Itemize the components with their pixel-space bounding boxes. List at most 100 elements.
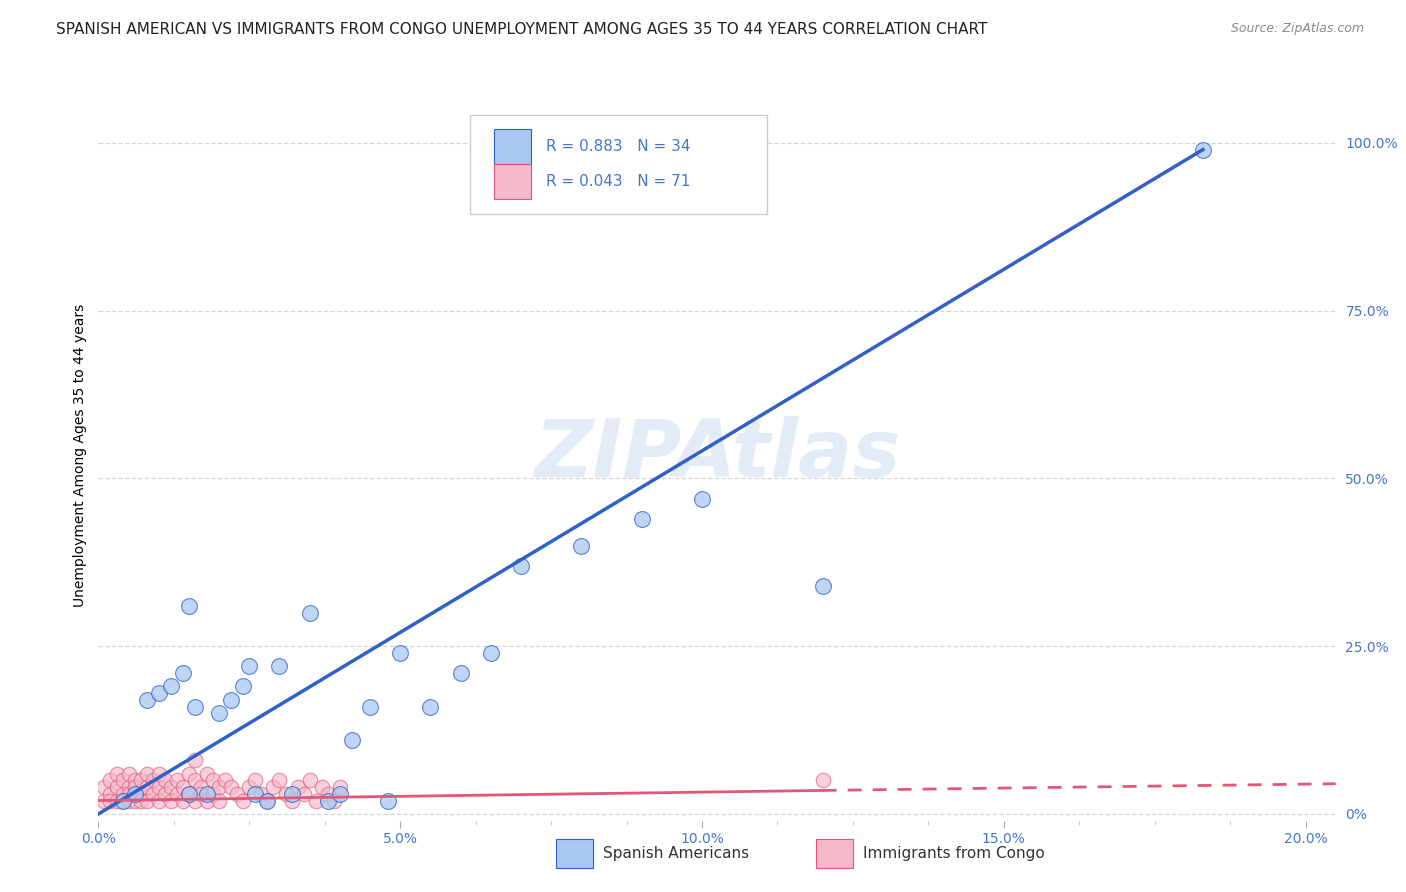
Point	[298, 773, 321, 788]
Point	[208, 706, 231, 721]
Point	[269, 773, 291, 788]
Point	[172, 793, 194, 807]
Point	[340, 733, 363, 747]
Point	[142, 773, 165, 788]
Point	[389, 646, 412, 660]
Point	[214, 773, 236, 788]
Point	[100, 787, 122, 801]
Point	[177, 766, 200, 780]
Point	[280, 793, 302, 807]
Point	[256, 793, 278, 807]
Point	[219, 780, 242, 794]
Point	[208, 780, 231, 794]
Point	[316, 793, 339, 807]
Point	[135, 793, 157, 807]
Point	[509, 558, 531, 573]
Point	[93, 793, 115, 807]
Point	[811, 773, 834, 788]
Point	[329, 780, 352, 794]
Point	[322, 793, 344, 807]
Point	[226, 787, 249, 801]
Point	[172, 780, 194, 794]
Point	[135, 766, 157, 780]
Point	[450, 665, 472, 680]
Point	[166, 773, 188, 788]
Y-axis label: Unemployment Among Ages 35 to 44 years: Unemployment Among Ages 35 to 44 years	[73, 303, 87, 607]
Text: Source: ZipAtlas.com: Source: ZipAtlas.com	[1230, 22, 1364, 36]
Point	[292, 787, 315, 801]
Point	[811, 579, 834, 593]
Point	[232, 680, 254, 694]
Point	[148, 686, 170, 700]
Point	[184, 793, 207, 807]
Point	[124, 780, 146, 794]
Point	[195, 787, 218, 801]
Point	[208, 793, 231, 807]
Point	[111, 773, 134, 788]
Point	[100, 793, 122, 807]
Point	[569, 539, 592, 553]
Point	[184, 753, 207, 767]
Point	[100, 773, 122, 788]
Point	[329, 787, 352, 801]
Point	[177, 599, 200, 613]
Point	[202, 787, 225, 801]
Point	[690, 491, 713, 506]
Point	[190, 780, 212, 794]
Point	[117, 766, 139, 780]
Point	[202, 773, 225, 788]
Point	[250, 787, 273, 801]
Point	[153, 773, 176, 788]
Point	[245, 773, 267, 788]
Point	[129, 787, 152, 801]
Point	[124, 793, 146, 807]
Point	[305, 793, 328, 807]
Point	[316, 787, 339, 801]
Point	[135, 780, 157, 794]
Text: Spanish Americans: Spanish Americans	[603, 846, 749, 861]
Point	[256, 793, 278, 807]
Point	[195, 793, 218, 807]
Point	[105, 780, 128, 794]
Point	[298, 606, 321, 620]
Point	[148, 793, 170, 807]
Point	[129, 793, 152, 807]
Point	[269, 659, 291, 673]
Point	[238, 659, 260, 673]
Point	[630, 511, 652, 525]
Text: SPANISH AMERICAN VS IMMIGRANTS FROM CONGO UNEMPLOYMENT AMONG AGES 35 TO 44 YEARS: SPANISH AMERICAN VS IMMIGRANTS FROM CONG…	[56, 22, 987, 37]
Point	[311, 780, 333, 794]
Point	[419, 699, 441, 714]
Point	[238, 780, 260, 794]
Point	[479, 646, 502, 660]
FancyBboxPatch shape	[557, 838, 593, 868]
FancyBboxPatch shape	[495, 164, 531, 199]
Point	[359, 699, 381, 714]
Point	[172, 665, 194, 680]
Point	[93, 780, 115, 794]
Point	[117, 793, 139, 807]
Point	[111, 787, 134, 801]
FancyBboxPatch shape	[470, 115, 766, 213]
Point	[148, 780, 170, 794]
Point	[160, 780, 183, 794]
FancyBboxPatch shape	[495, 128, 531, 164]
Point	[195, 766, 218, 780]
Point	[160, 680, 183, 694]
Point	[377, 793, 399, 807]
Point	[184, 699, 207, 714]
Point	[160, 793, 183, 807]
Point	[111, 793, 134, 807]
Point	[129, 773, 152, 788]
Point	[184, 773, 207, 788]
Point	[111, 793, 134, 807]
Point	[1192, 143, 1215, 157]
Point	[166, 787, 188, 801]
Point	[153, 787, 176, 801]
Point	[232, 793, 254, 807]
Point	[287, 780, 309, 794]
Point	[219, 693, 242, 707]
Point	[142, 787, 165, 801]
Point	[117, 780, 139, 794]
Point	[245, 787, 267, 801]
